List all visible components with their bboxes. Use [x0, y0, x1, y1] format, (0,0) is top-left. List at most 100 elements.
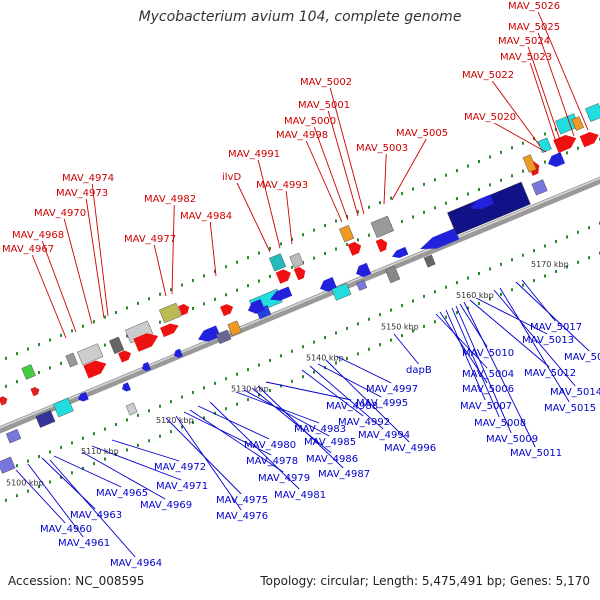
reverse-gene-label[interactable]: MAV_4975	[216, 495, 268, 506]
gene-leader-line	[53, 455, 122, 488]
track-tick-mark	[500, 178, 502, 182]
gene-leader-line	[313, 126, 349, 221]
gene-leader-line	[475, 297, 548, 335]
forward-gene-label[interactable]: MAV_5000	[284, 116, 336, 127]
track-tick-mark	[478, 271, 480, 275]
gene-leader-line	[391, 138, 427, 201]
track-tick-mark	[434, 320, 436, 324]
reverse-gene-label[interactable]: MAV_5013	[522, 335, 574, 346]
track-tick-mark	[148, 439, 150, 443]
kbp-position-label: 5150 kbp	[381, 322, 419, 331]
reverse-gene-label[interactable]: MAV_5008	[474, 418, 526, 429]
reverse-gene-label[interactable]: MAV_5007	[460, 401, 512, 412]
reverse-gene-label[interactable]: MAV_4965	[96, 488, 148, 499]
reverse-gene-label[interactable]: MAV_4979	[258, 473, 310, 484]
reverse-gene-label[interactable]: MAV_4964	[110, 558, 162, 569]
track-tick-mark	[335, 247, 337, 251]
reverse-gene-label[interactable]: MAV_4976	[216, 511, 268, 522]
track-tick-mark	[489, 267, 491, 271]
reverse-gene-label[interactable]: MAV_5016	[564, 352, 600, 363]
forward-gene-label[interactable]: MAV_4982	[144, 194, 196, 205]
track-tick-mark	[456, 281, 458, 285]
forward-gene-label[interactable]: MAV_5022	[462, 70, 514, 81]
forward-gene-label[interactable]: MAV_4974	[62, 173, 114, 184]
forward-gene-label[interactable]: MAV_5025	[508, 22, 560, 33]
track-tick-mark	[280, 354, 282, 358]
reverse-gene-label[interactable]: dapB	[406, 365, 432, 376]
forward-gene-label[interactable]: MAV_5026	[508, 1, 560, 12]
forward-gene-label[interactable]: MAV_4998	[276, 130, 328, 141]
reverse-gene-label[interactable]: MAV_4981	[274, 490, 326, 501]
reverse-gene-label[interactable]: MAV_5009	[486, 434, 538, 445]
reverse-gene-label[interactable]: MAV_4994	[358, 430, 410, 441]
reverse-gene-label[interactable]: MAV_4963	[70, 510, 122, 521]
forward-gene-label[interactable]: MAV_5020	[464, 112, 516, 123]
forward-gene-label[interactable]: MAV_4970	[34, 208, 86, 219]
forward-gene-label[interactable]: MAV_4973	[56, 188, 108, 199]
reverse-gene-label[interactable]: MAV_4985	[304, 437, 356, 448]
forward-gene-label[interactable]: MAV_4968	[12, 230, 64, 241]
track-tick-mark	[456, 169, 458, 173]
reverse-gene-label[interactable]: MAV_5006	[462, 384, 514, 395]
track-tick-mark	[533, 137, 535, 141]
gene-feature	[83, 360, 107, 379]
reverse-gene-label[interactable]: MAV_5014	[550, 387, 600, 398]
reverse-gene-label[interactable]: MAV_4983	[294, 424, 346, 435]
reverse-gene-label[interactable]: MAV_4978	[246, 456, 298, 467]
reverse-gene-label[interactable]: MAV_4971	[156, 481, 208, 492]
track-tick-mark	[60, 361, 62, 365]
forward-gene-label[interactable]: MAV_4967	[2, 244, 54, 255]
genome-backbone-highlight	[0, 177, 600, 429]
track-tick-mark	[214, 381, 216, 385]
reverse-gene-label[interactable]: MAV_5010	[462, 348, 514, 359]
reverse-gene-label[interactable]: MAV_4980	[244, 440, 296, 451]
reverse-gene-label[interactable]: MAV_5004	[462, 369, 514, 380]
track-tick-mark	[434, 290, 436, 294]
reverse-gene-label[interactable]: MAV_5017	[530, 322, 582, 333]
forward-gene-label[interactable]: MAV_4991	[228, 149, 280, 160]
reverse-gene-label[interactable]: MAV_4996	[384, 443, 436, 454]
track-tick-mark	[192, 390, 194, 394]
gene-feature	[78, 391, 89, 402]
forward-gene-label[interactable]: MAV_5024	[498, 36, 550, 47]
forward-gene-label[interactable]: MAV_5005	[396, 128, 448, 139]
forward-gene-label[interactable]: MAV_4977	[124, 234, 176, 245]
forward-gene-label[interactable]: MAV_5003	[356, 143, 408, 154]
reverse-gene-label[interactable]: MAV_4961	[58, 538, 110, 549]
track-tick-mark	[423, 210, 425, 214]
track-tick-mark	[181, 425, 183, 429]
reverse-gene-label[interactable]: MAV_4987	[318, 469, 370, 480]
reverse-gene-label[interactable]: MAV_4995	[356, 398, 408, 409]
forward-gene-label[interactable]: ilvD	[222, 172, 241, 183]
reverse-gene-label[interactable]: MAV_4969	[140, 500, 192, 511]
forward-gene-label[interactable]: MAV_4993	[256, 180, 308, 191]
track-tick-mark	[522, 141, 524, 145]
reverse-gene-label[interactable]: MAV_5015	[544, 403, 596, 414]
track-tick-mark	[159, 434, 161, 438]
reverse-gene-label[interactable]: MAV_4992	[338, 417, 390, 428]
reverse-gene-label[interactable]: MAV_4972	[154, 462, 206, 473]
track-tick-mark	[104, 343, 106, 347]
reverse-gene-label[interactable]: MAV_4960	[40, 524, 92, 535]
reverse-gene-label[interactable]: MAV_4988	[326, 401, 378, 412]
track-tick-mark	[247, 284, 249, 288]
reverse-gene-label[interactable]: MAV_5012	[524, 368, 576, 379]
track-tick-mark	[489, 297, 491, 301]
track-tick-mark	[544, 160, 546, 164]
forward-gene-label[interactable]: MAV_4984	[180, 211, 232, 222]
track-tick-mark	[115, 423, 117, 426]
gene-feature	[289, 252, 304, 269]
forward-gene-label[interactable]: MAV_5001	[298, 100, 350, 111]
reverse-gene-label[interactable]: MAV_4986	[306, 454, 358, 465]
forward-gene-label[interactable]: MAV_5023	[500, 52, 552, 63]
track-tick-mark	[170, 288, 172, 292]
reverse-gene-label[interactable]: MAV_5011	[510, 448, 562, 459]
reverse-gene-label[interactable]: MAV_4997	[366, 384, 418, 395]
gene-feature	[125, 402, 138, 416]
track-tick-mark	[16, 380, 18, 384]
genome-title: Mycobacterium avium 104, complete genome	[138, 9, 462, 25]
forward-gene-label[interactable]: MAV_5002	[300, 77, 352, 88]
track-tick-mark	[71, 329, 73, 333]
gene-leader-line	[383, 153, 387, 205]
gene-leader-line	[85, 198, 105, 319]
